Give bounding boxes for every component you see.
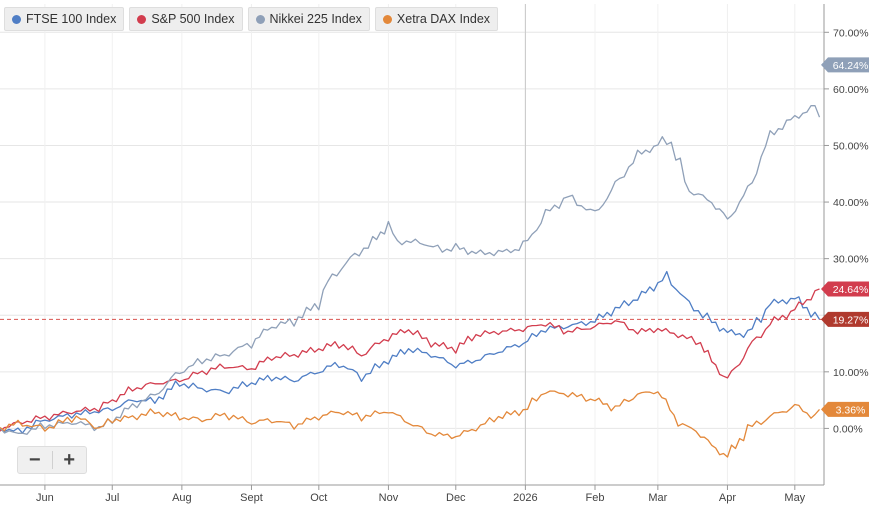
sp-500-dot-icon — [137, 14, 147, 24]
zoom-divider — [51, 451, 53, 469]
x-tick-label: Feb — [586, 492, 605, 504]
end-value-labels: 19.27% 24.64% 64.24% 3.36% — [821, 57, 869, 417]
y-tick-label: 10.00% — [833, 367, 869, 379]
end-value-label: 64.24% — [833, 60, 869, 72]
zoom-control: − + — [17, 446, 87, 474]
series-line-xetra-dax-index — [0, 390, 820, 458]
legend-item-sp-500[interactable]: S&P 500 Index — [129, 7, 243, 31]
xetra-dax-dot-icon — [382, 14, 392, 24]
legend-item-ftse-100[interactable]: FTSE 100 Index — [4, 7, 125, 31]
axes — [0, 4, 825, 486]
x-tick-label: May — [784, 492, 805, 504]
gridlines — [0, 31, 829, 429]
series-line-ftse-100-index — [0, 270, 821, 434]
x-tick-label: Sept — [240, 492, 263, 504]
nikkei-225-dot-icon — [255, 14, 265, 24]
y-axis-tick-labels: 0.00%10.00%20.00%30.00%40.00%50.00%60.00… — [833, 27, 869, 435]
legend-label: FTSE 100 Index — [26, 12, 117, 26]
legend: FTSE 100 Index S&P 500 Index Nikkei 225 … — [4, 7, 499, 31]
end-value-label: 3.36% — [836, 404, 866, 416]
x-tick-label: Apr — [719, 492, 736, 504]
legend-label: Nikkei 225 Index — [269, 12, 362, 26]
x-tick-label: Nov — [379, 492, 399, 504]
zoom-out-button[interactable]: − — [28, 448, 41, 471]
y-tick-label: 30.00% — [833, 254, 869, 266]
y-tick-label: 60.00% — [833, 84, 869, 96]
legend-label: S&P 500 Index — [151, 12, 235, 26]
end-label-badge — [821, 401, 869, 417]
end-label-badge — [821, 311, 869, 327]
x-tick-label: Aug — [172, 492, 192, 504]
series-line-s-p-500-index — [0, 288, 820, 432]
end-label-badge — [821, 281, 869, 297]
x-tick-label: Oct — [310, 492, 327, 504]
y-tick-label: 0.00% — [833, 423, 863, 435]
x-gridlines — [44, 4, 796, 490]
y-tick-label: 70.00% — [833, 27, 869, 39]
legend-item-nikkei-225[interactable]: Nikkei 225 Index — [247, 7, 370, 31]
y-tick-label: 50.00% — [833, 140, 869, 152]
legend-item-xetra-dax[interactable]: Xetra DAX Index — [374, 7, 499, 31]
x-tick-label: 2026 — [513, 492, 537, 504]
x-axis-tick-labels: Jun Jul Aug Sept Oct Nov Dec 2026 Feb Mar Apr May — [36, 492, 806, 504]
x-tick-label: Jun — [36, 492, 54, 504]
y-tick-label: 40.00% — [833, 197, 869, 209]
x-tick-label: Dec — [446, 492, 466, 504]
ftse-100-dot-icon — [12, 14, 21, 24]
x-tick-label: Mar — [648, 492, 667, 504]
series-lines — [0, 105, 821, 458]
end-label-badge — [821, 57, 869, 73]
series-line-nikkei-225-index — [0, 105, 821, 435]
zoom-in-button[interactable]: + — [63, 448, 76, 471]
legend-label: Xetra DAX Index — [396, 12, 491, 26]
x-tick-label: Jul — [105, 492, 119, 504]
end-value-label: 19.27% — [833, 314, 869, 326]
end-value-label: 24.64% — [833, 284, 869, 296]
